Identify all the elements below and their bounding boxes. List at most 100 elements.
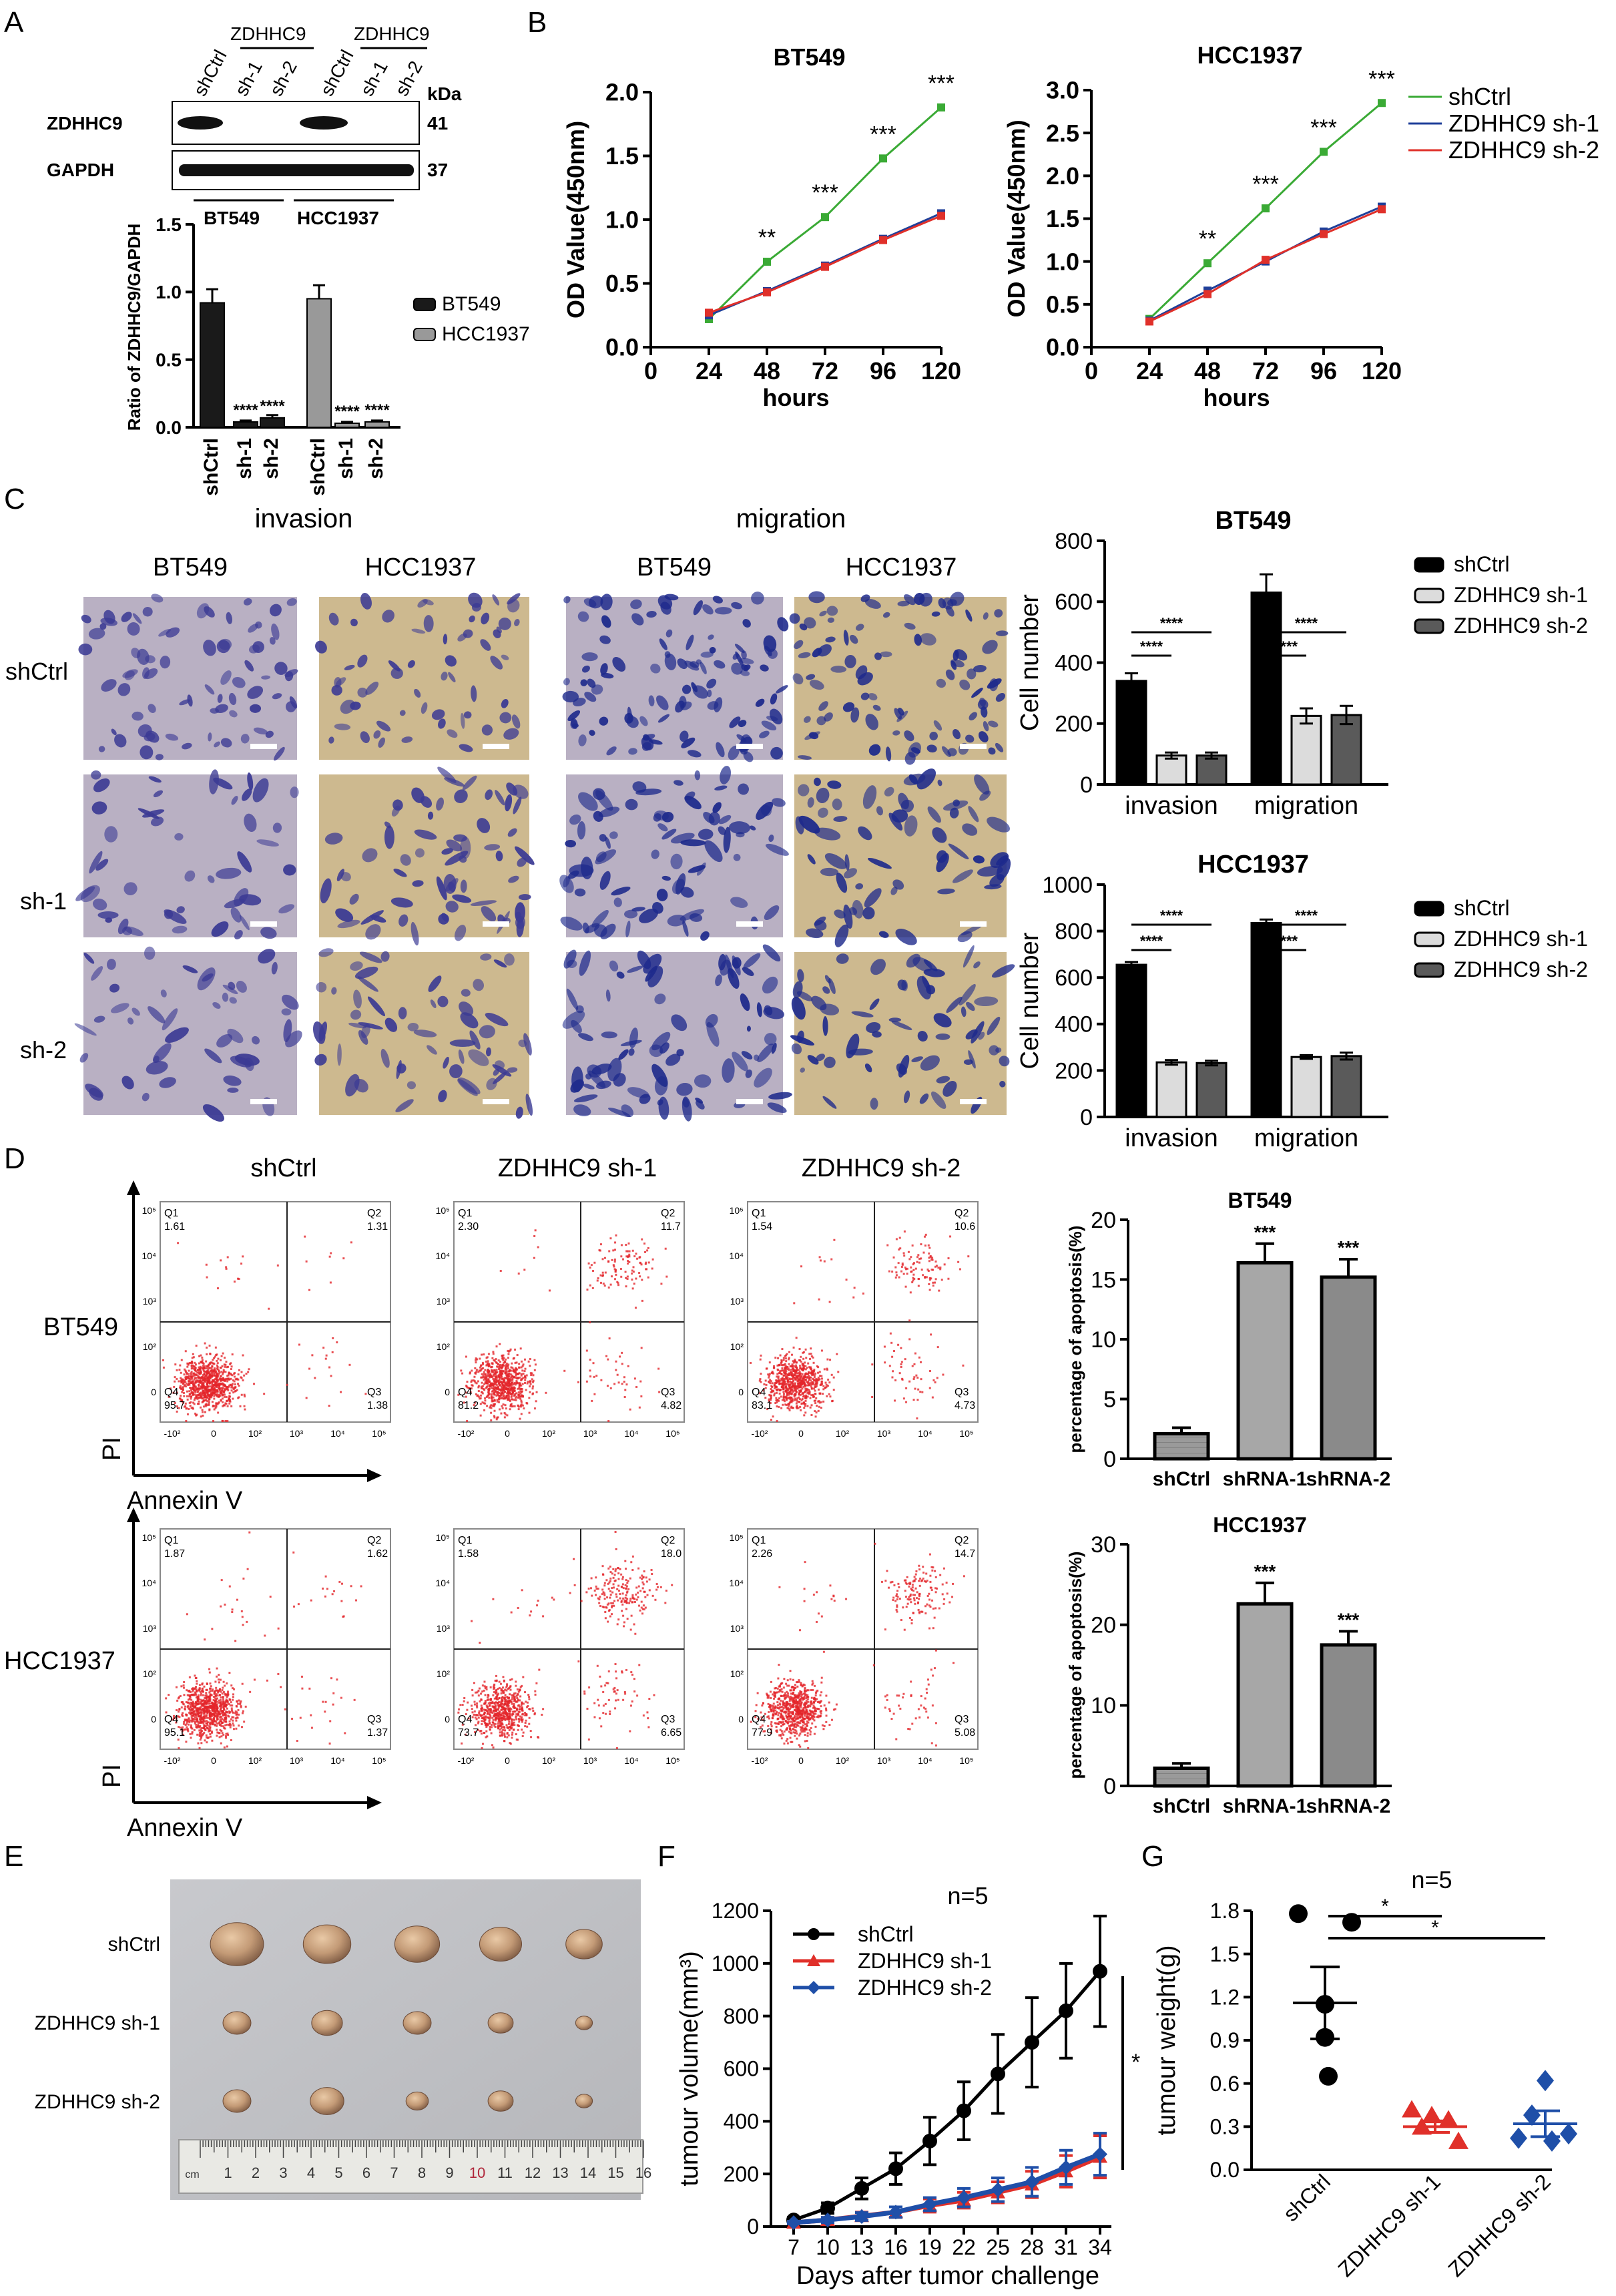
stained-cell	[244, 660, 254, 672]
event-dot	[200, 1727, 203, 1729]
event-dot	[529, 1730, 532, 1733]
event-dot	[193, 1385, 196, 1388]
event-dot	[202, 1719, 205, 1722]
event-dot	[496, 1376, 499, 1379]
event-dot	[216, 1718, 219, 1720]
event-dot	[808, 1392, 811, 1395]
event-dot	[213, 1397, 216, 1400]
event-dot	[224, 1724, 227, 1727]
event-dot	[189, 1694, 192, 1696]
event-dot	[308, 1367, 311, 1370]
bar	[1155, 754, 1187, 786]
event-dot	[197, 1696, 200, 1699]
event-dot	[195, 1696, 198, 1698]
event-dot	[792, 1365, 795, 1367]
event-dot	[210, 1704, 212, 1707]
event-dot	[523, 1269, 526, 1271]
event-dot	[497, 1401, 500, 1403]
event-dot	[514, 1381, 517, 1384]
event-dot	[770, 1419, 772, 1421]
event-dot	[310, 1599, 312, 1602]
event-dot	[206, 1741, 208, 1744]
event-dot	[825, 1383, 828, 1386]
event-dot	[193, 1399, 196, 1401]
event-dot	[230, 1739, 232, 1741]
stained-cell	[392, 799, 403, 811]
legend-label: ZDHHC9 sh-1	[1454, 927, 1588, 951]
event-dot	[799, 1405, 802, 1408]
event-dot	[222, 1377, 224, 1379]
stained-cell	[79, 1053, 89, 1063]
event-dot	[785, 1377, 788, 1379]
event-dot	[924, 1233, 927, 1236]
event-dot	[190, 1737, 192, 1739]
stained-cell	[508, 875, 519, 883]
event-dot	[225, 1267, 228, 1270]
x-tick-label: shCtrl	[307, 438, 329, 496]
event-dot	[768, 1393, 771, 1396]
event-dot	[238, 1384, 240, 1387]
event-dot	[884, 1361, 886, 1364]
event-dot	[481, 1385, 484, 1387]
event-dot	[198, 1355, 201, 1357]
stained-cell	[714, 607, 732, 615]
event-dot	[191, 1708, 194, 1710]
event-dot	[815, 1411, 818, 1414]
event-dot	[904, 1358, 906, 1361]
event-dot	[820, 1377, 823, 1380]
wb-cellline-label: BT549	[204, 208, 260, 228]
event-dot	[769, 1399, 772, 1401]
event-dot	[230, 1701, 232, 1704]
event-dot	[233, 1380, 236, 1383]
event-dot	[894, 1277, 897, 1279]
event-dot	[515, 1399, 517, 1401]
event-dot	[226, 1723, 228, 1726]
event-dot	[221, 1692, 224, 1695]
event-dot	[810, 1387, 813, 1390]
event-dot	[220, 1723, 222, 1726]
event-dot	[788, 1393, 790, 1396]
event-dot	[199, 1369, 202, 1372]
event-dot	[226, 1699, 228, 1702]
event-dot	[221, 1689, 224, 1692]
stained-cell	[441, 672, 448, 681]
stained-cell	[449, 1039, 476, 1047]
event-dot	[617, 1282, 619, 1285]
event-dot	[923, 1235, 926, 1238]
event-dot	[810, 1355, 813, 1358]
event-dot	[500, 1727, 503, 1730]
event-dot	[199, 1379, 202, 1382]
stained-cell	[95, 859, 109, 871]
event-dot	[175, 1717, 178, 1720]
event-dot	[489, 1406, 491, 1409]
event-dot	[185, 1700, 188, 1703]
stained-cell	[365, 924, 381, 940]
event-dot	[216, 1366, 219, 1369]
event-dot	[782, 1387, 784, 1389]
event-dot	[228, 1585, 231, 1588]
event-dot	[504, 1367, 507, 1369]
event-dot	[202, 1369, 205, 1371]
event-dot	[511, 1405, 514, 1407]
wb-lane-label: shCtrl	[316, 47, 358, 99]
event-dot	[299, 1716, 302, 1719]
stained-cell	[458, 1077, 481, 1095]
event-dot	[810, 1370, 813, 1373]
event-dot	[224, 1388, 226, 1391]
event-dot	[491, 1365, 493, 1368]
event-dot	[788, 1387, 790, 1390]
stained-cell	[931, 611, 940, 617]
micrograph	[566, 597, 783, 760]
stained-cell	[517, 857, 527, 867]
event-dot	[798, 1374, 800, 1377]
event-dot	[820, 1401, 822, 1403]
stained-cell	[625, 920, 631, 938]
event-dot	[488, 1381, 491, 1383]
stained-cell	[984, 884, 1002, 890]
event-dot	[176, 1709, 178, 1712]
event-dot	[900, 1265, 903, 1268]
event-dot	[200, 1361, 203, 1363]
stained-cell	[707, 689, 712, 698]
stained-cell	[216, 1034, 233, 1048]
event-dot	[496, 1380, 499, 1383]
